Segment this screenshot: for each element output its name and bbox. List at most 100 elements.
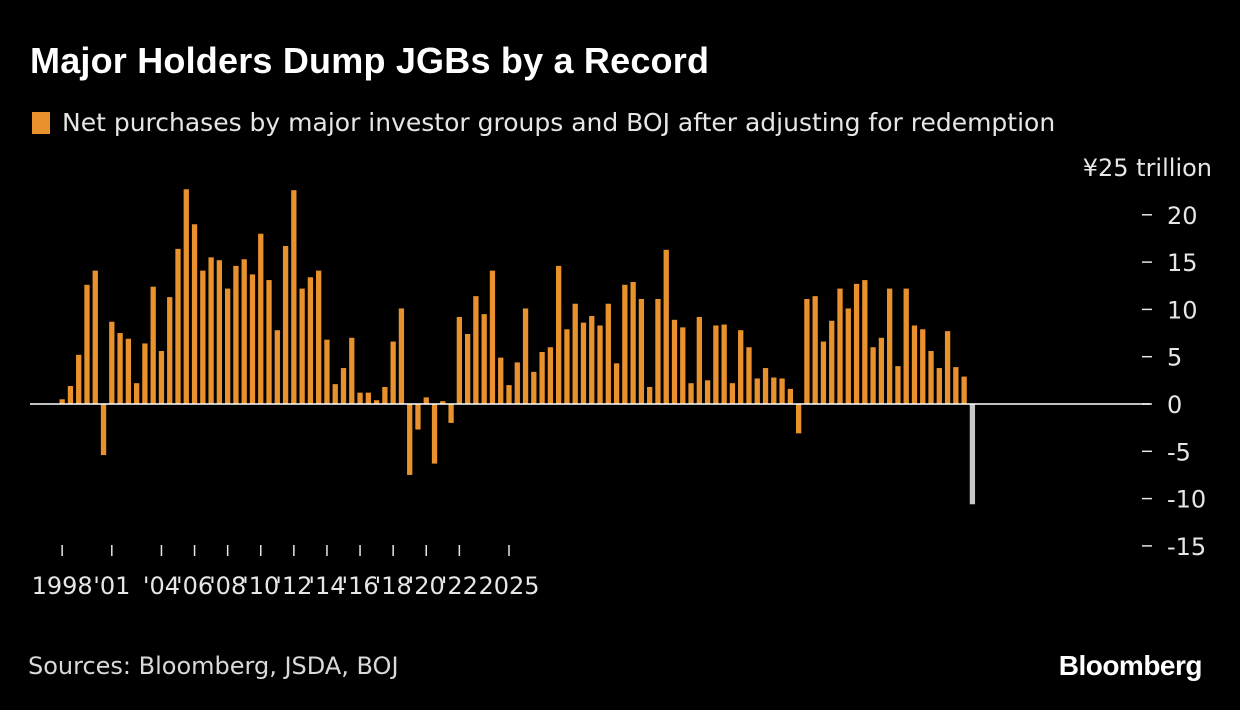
bar bbox=[845, 308, 851, 404]
bar bbox=[837, 288, 843, 404]
y-tick-label: 5 bbox=[1167, 344, 1182, 372]
x-tick-label: '14 bbox=[308, 572, 345, 600]
bar bbox=[59, 399, 65, 404]
bar bbox=[804, 298, 810, 404]
bar bbox=[506, 385, 512, 404]
bar bbox=[415, 404, 421, 430]
x-tick-label: '10 bbox=[242, 572, 279, 600]
bar bbox=[142, 343, 148, 404]
bar bbox=[928, 351, 934, 404]
bar bbox=[208, 257, 214, 404]
bar bbox=[556, 265, 562, 404]
bar bbox=[911, 325, 918, 404]
bar bbox=[67, 386, 74, 404]
bar bbox=[547, 347, 554, 404]
bar bbox=[498, 357, 504, 404]
bar bbox=[572, 303, 578, 404]
bar bbox=[613, 363, 620, 404]
bar bbox=[249, 274, 256, 404]
bar bbox=[920, 329, 926, 404]
bar bbox=[282, 246, 289, 404]
x-tick-label: 1998 bbox=[32, 572, 93, 600]
x-axis: 1998'01 '04'06'08'10'12'14'16'18'20'22 202… bbox=[32, 545, 540, 600]
bar bbox=[158, 351, 165, 404]
bar bbox=[696, 316, 702, 404]
y-tick-label: 15 bbox=[1167, 249, 1198, 277]
bar bbox=[589, 316, 595, 404]
bar bbox=[961, 376, 967, 404]
bar bbox=[316, 270, 322, 404]
bar bbox=[241, 259, 247, 404]
bar bbox=[630, 281, 636, 404]
bar bbox=[680, 327, 686, 404]
bar bbox=[853, 283, 860, 404]
bar bbox=[299, 288, 305, 404]
bar bbox=[464, 334, 471, 404]
bar bbox=[820, 341, 827, 404]
y-tick-label: 0 bbox=[1167, 391, 1182, 419]
bar bbox=[84, 284, 90, 404]
bar bbox=[473, 296, 479, 404]
bar bbox=[382, 386, 388, 404]
bar bbox=[580, 322, 587, 404]
bar bbox=[398, 308, 405, 404]
bar bbox=[332, 384, 338, 404]
bar bbox=[150, 286, 156, 404]
bar bbox=[771, 377, 777, 404]
bar bbox=[762, 368, 769, 404]
bar bbox=[663, 249, 669, 404]
bar bbox=[787, 388, 793, 404]
bar bbox=[175, 248, 181, 404]
bar bbox=[167, 297, 173, 404]
legend-swatch bbox=[32, 111, 50, 134]
bar bbox=[647, 386, 653, 404]
y-axis: 20 15 10 5 0 -5 -10 -15 bbox=[1142, 202, 1206, 561]
sources-note: Sources: Bloomberg, JSDA, BOJ bbox=[28, 652, 399, 680]
bar bbox=[944, 331, 951, 404]
bloomberg-logo: Bloomberg bbox=[1058, 650, 1203, 681]
bar bbox=[200, 270, 206, 404]
bar bbox=[671, 319, 678, 404]
bar-chart: ¥25 trillion 20 15 10 5 0 -5 -10 -15 1998'01 '04… bbox=[30, 154, 1212, 600]
bar bbox=[936, 368, 942, 404]
y-tick-label: 10 bbox=[1167, 296, 1198, 324]
bar bbox=[448, 404, 454, 423]
bar bbox=[423, 397, 429, 404]
bar bbox=[365, 392, 371, 404]
bar bbox=[514, 362, 520, 404]
bar bbox=[373, 400, 380, 404]
bar bbox=[258, 233, 264, 404]
x-tick-label: '16 bbox=[341, 572, 378, 600]
legend-label: Net purchases by major investor groups a… bbox=[62, 108, 1056, 137]
bar bbox=[307, 277, 314, 404]
bar bbox=[109, 321, 115, 404]
legend: Net purchases by major investor groups a… bbox=[32, 108, 1055, 137]
bar bbox=[539, 351, 545, 404]
bar bbox=[456, 316, 462, 404]
y-axis-unit-label: ¥25 trillion bbox=[1083, 154, 1212, 182]
bar-latest bbox=[969, 404, 976, 505]
x-tick-label: '22 bbox=[441, 572, 478, 600]
bar bbox=[225, 288, 231, 404]
y-tick-label: -15 bbox=[1167, 533, 1206, 561]
x-tick-label: '01 bbox=[93, 572, 130, 600]
bar bbox=[489, 270, 496, 404]
y-tick-label: 20 bbox=[1167, 202, 1198, 230]
bar bbox=[407, 404, 413, 475]
x-tick-label: '06 bbox=[176, 572, 213, 600]
x-tick-label: 2025 bbox=[478, 572, 539, 600]
bar bbox=[795, 404, 802, 434]
bar bbox=[887, 288, 893, 404]
x-tick-label: '18 bbox=[375, 572, 412, 600]
y-tick-label: -10 bbox=[1167, 486, 1206, 514]
x-tick-label: '20 bbox=[408, 572, 445, 600]
bar bbox=[481, 314, 487, 404]
bar bbox=[688, 383, 694, 404]
bar bbox=[713, 325, 719, 404]
bar bbox=[440, 401, 446, 404]
bar bbox=[878, 337, 885, 404]
bar bbox=[291, 190, 297, 404]
bars bbox=[59, 189, 976, 505]
bar bbox=[233, 265, 239, 404]
bar bbox=[779, 378, 785, 404]
